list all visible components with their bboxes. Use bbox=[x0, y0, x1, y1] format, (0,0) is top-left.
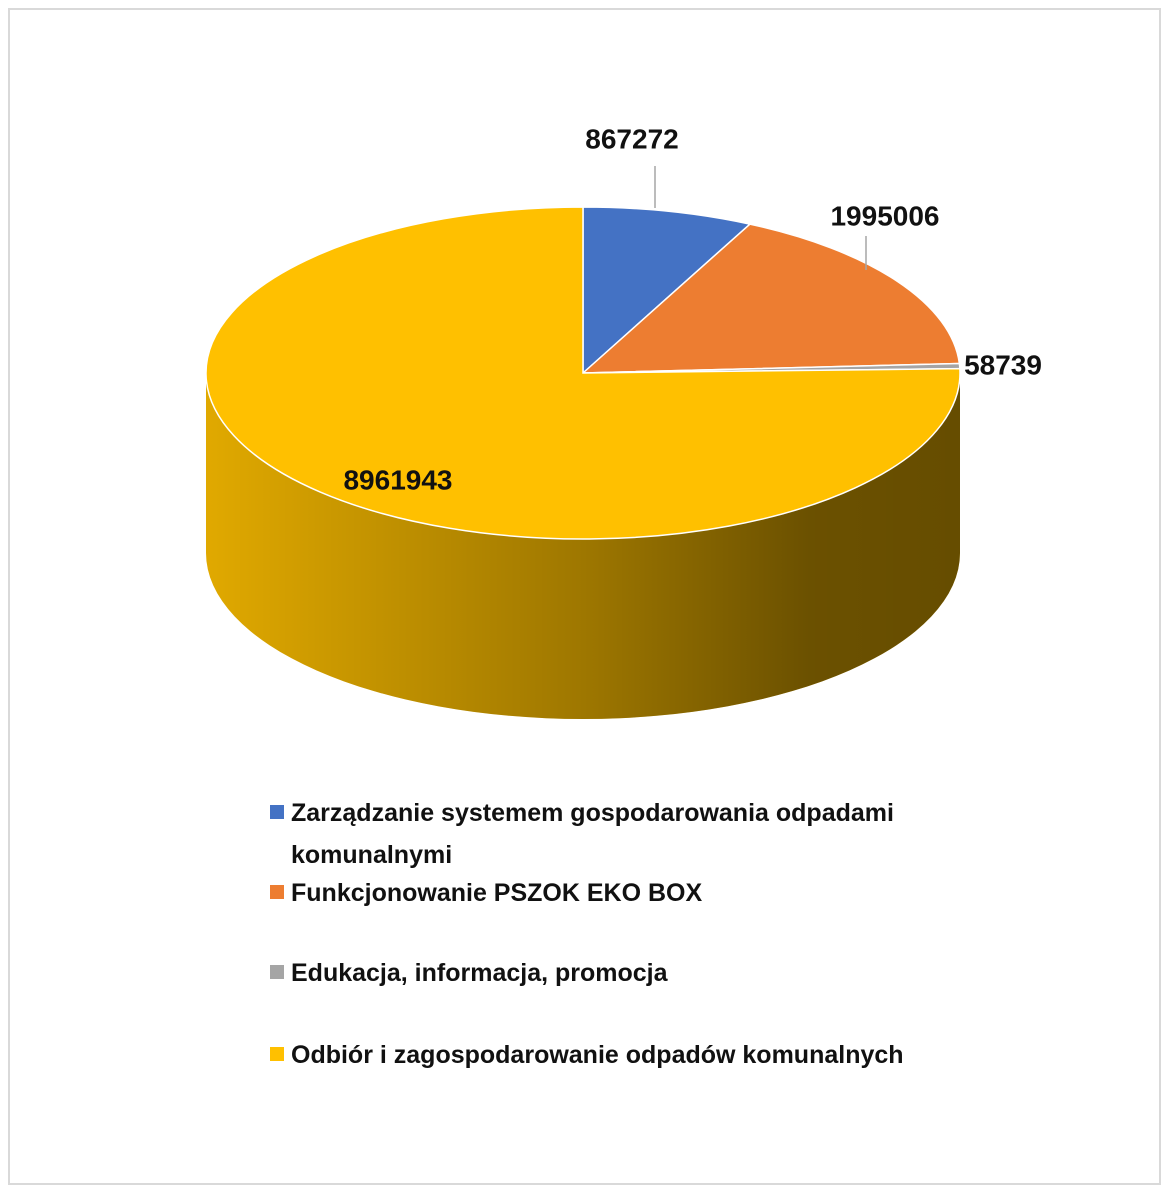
legend-swatch bbox=[270, 885, 284, 899]
slice bbox=[580, 223, 961, 374]
data-label: 1995006 bbox=[830, 200, 939, 231]
chart-frame bbox=[8, 8, 1161, 1185]
legend-label: Zarządzanie systemem gospodarowania odpa… bbox=[291, 799, 894, 869]
legend-label: Odbiór i zagospodarowanie odpadów komuna… bbox=[291, 1041, 904, 1069]
slice bbox=[582, 206, 752, 375]
legend-swatch bbox=[270, 1047, 284, 1061]
side-shade bbox=[206, 373, 960, 719]
legend-swatch bbox=[270, 805, 284, 819]
data-label: 58739 bbox=[964, 349, 1042, 380]
slice bbox=[205, 206, 961, 540]
legend-label: Edukacja, informacja, promocja bbox=[291, 959, 668, 987]
data-label: 8961943 bbox=[343, 464, 452, 495]
legend-swatch bbox=[270, 965, 284, 979]
legend-label: Funkcjonowanie PSZOK EKO BOX bbox=[291, 879, 703, 907]
data-label: 867272 bbox=[585, 123, 678, 154]
